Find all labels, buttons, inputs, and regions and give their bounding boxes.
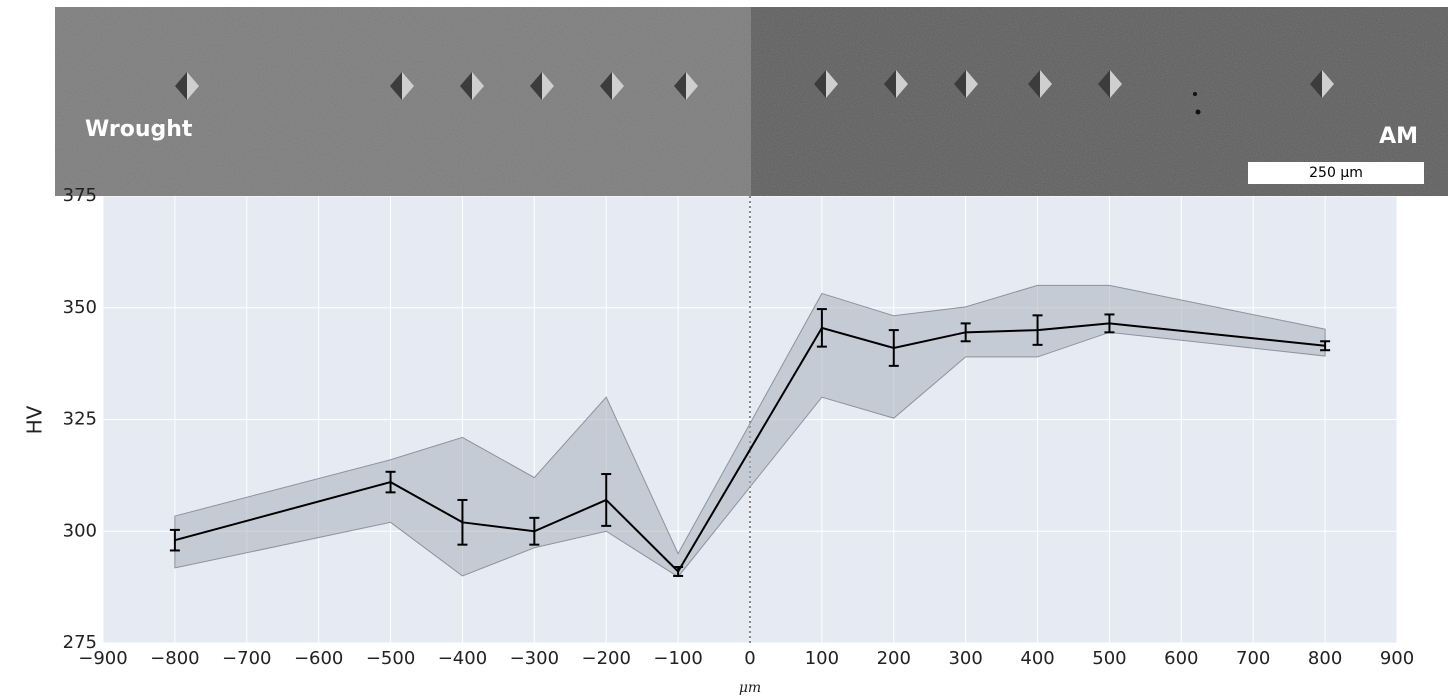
x-tick-label: −600 [294, 648, 343, 669]
x-tick-label: −300 [510, 648, 559, 669]
x-tick-label: −200 [581, 648, 630, 669]
y-tick-label: 375 [63, 185, 97, 206]
y-tick-label: 275 [63, 632, 97, 653]
x-tick-label: 700 [1236, 648, 1270, 669]
y-axis-label: HV [23, 405, 47, 434]
x-tick-label: −400 [438, 648, 487, 669]
chart: Wrought AM 250 µm HV μm −900−800−700−600… [0, 0, 1448, 698]
x-tick-label: 600 [1164, 648, 1198, 669]
image-label: Wrought [85, 117, 193, 142]
image-texture [55, 7, 1448, 196]
pore [1193, 92, 1197, 96]
x-axis-label: μm [739, 680, 761, 696]
image-label: AM [1379, 124, 1418, 149]
scale-bar-label: 250 µm [1309, 165, 1363, 181]
x-tick-label: 900 [1380, 648, 1414, 669]
x-tick-label: 200 [877, 648, 911, 669]
x-tick-label: −700 [222, 648, 271, 669]
y-tick-label: 350 [63, 297, 97, 318]
x-tick-label: 400 [1020, 648, 1054, 669]
x-tick-label: −800 [150, 648, 199, 669]
x-tick-label: −100 [653, 648, 702, 669]
x-tick-label: 300 [948, 648, 982, 669]
x-tick-label: 100 [805, 648, 839, 669]
x-tick-label: 500 [1092, 648, 1126, 669]
x-tick-label: 0 [744, 648, 755, 669]
sem-image: Wrought AM 250 µm [55, 7, 1448, 196]
x-tick-label: −500 [366, 648, 415, 669]
x-tick-label: 800 [1308, 648, 1342, 669]
y-tick-label: 325 [63, 409, 97, 430]
pore [1196, 110, 1201, 115]
y-tick-label: 300 [63, 520, 97, 541]
